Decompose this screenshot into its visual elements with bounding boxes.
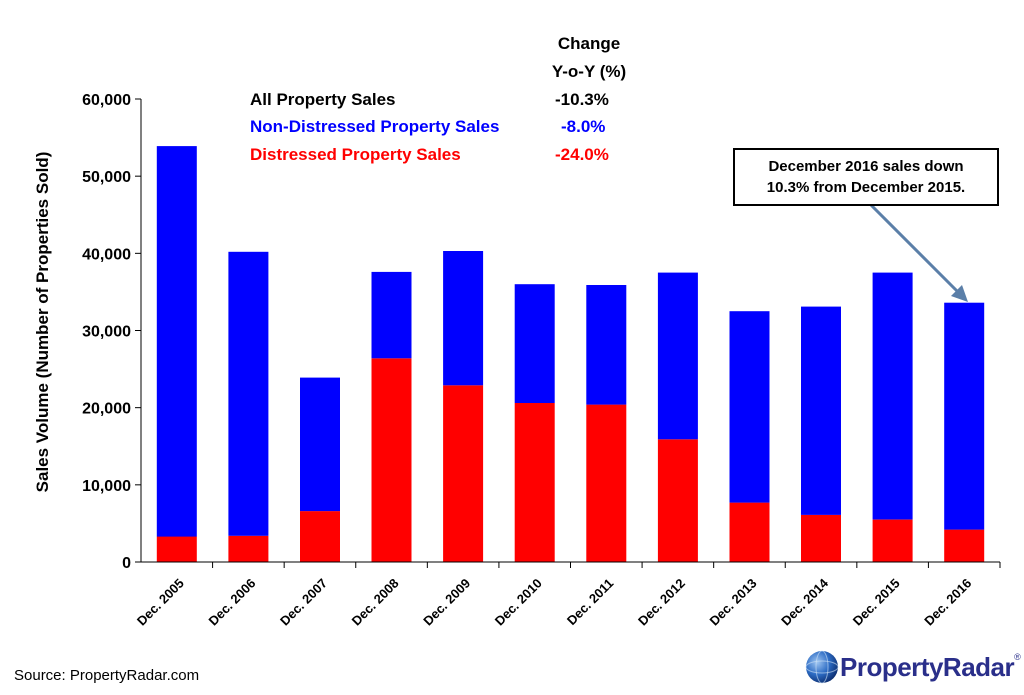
bar-distressed-5 bbox=[514, 403, 555, 562]
bar-non-distressed-6 bbox=[586, 285, 627, 405]
x-tick-label: Dec. 2005 bbox=[134, 576, 187, 629]
property-radar-logo: PropertyRadar® bbox=[804, 647, 1021, 687]
y-tick-label: 60,000 bbox=[82, 92, 131, 109]
y-tick-label: 40,000 bbox=[82, 246, 131, 263]
bar-distressed-6 bbox=[586, 404, 627, 562]
legend-label-non-distressed: Non-Distressed Property Sales bbox=[250, 117, 500, 136]
callout-box: December 2016 sales down 10.3% from Dece… bbox=[733, 148, 999, 206]
bar-distressed-0 bbox=[156, 536, 197, 562]
legend-change-all: -10.3% bbox=[555, 90, 609, 109]
callout-arrow-head bbox=[951, 285, 968, 302]
y-tick-label: 30,000 bbox=[82, 324, 131, 341]
y-tick-label: 10,000 bbox=[82, 478, 131, 495]
legend-label-all: All Property Sales bbox=[250, 90, 396, 109]
bar-distressed-10 bbox=[872, 519, 913, 562]
x-tick-label: Dec. 2008 bbox=[349, 576, 402, 629]
x-tick-label: Dec. 2010 bbox=[492, 576, 545, 629]
source-note: Source: PropertyRadar.com bbox=[14, 667, 200, 684]
x-tick-label: Dec. 2007 bbox=[277, 576, 330, 629]
change-header-1: Change bbox=[557, 34, 621, 53]
legend-change-distressed: -24.0% bbox=[555, 145, 609, 164]
bar-non-distressed-11 bbox=[944, 302, 985, 530]
x-tick-label: Dec. 2011 bbox=[564, 576, 617, 629]
legend-label-distressed: Distressed Property Sales bbox=[250, 145, 461, 164]
bar-distressed-11 bbox=[944, 529, 985, 562]
callout-line-1: December 2016 sales down bbox=[768, 158, 964, 175]
bar-non-distressed-7 bbox=[657, 272, 698, 440]
bar-non-distressed-2 bbox=[300, 377, 340, 512]
bar-non-distressed-1 bbox=[228, 251, 269, 536]
bar-distressed-3 bbox=[371, 358, 412, 562]
x-tick-label: Dec. 2013 bbox=[707, 576, 760, 629]
bar-non-distressed-5 bbox=[514, 284, 555, 403]
callout-arrow-line bbox=[864, 198, 965, 299]
y-axis-label: Sales Volume (Number of Properties Sold) bbox=[33, 152, 52, 493]
y-ticks: 0 10,000 20,000 30,000 40,000 50,000 60,000 bbox=[82, 92, 141, 572]
legend-change-non-distressed: -8.0% bbox=[561, 117, 606, 136]
change-header-2: Y-o-Y (%) bbox=[551, 62, 627, 81]
bar-non-distressed-9 bbox=[801, 306, 841, 515]
bar-non-distressed-3 bbox=[371, 271, 412, 359]
globe-icon bbox=[805, 650, 839, 684]
bar-non-distressed-0 bbox=[156, 146, 197, 537]
logo-text: PropertyRadar® bbox=[840, 651, 1021, 683]
bar-distressed-2 bbox=[300, 511, 340, 562]
bar-distressed-4 bbox=[443, 385, 484, 562]
logo-tm: ® bbox=[1014, 651, 1021, 662]
bar-distressed-1 bbox=[228, 535, 269, 562]
y-tick-label: 20,000 bbox=[82, 401, 131, 418]
y-tick-label: 50,000 bbox=[82, 169, 131, 186]
bar-distressed-7 bbox=[657, 439, 698, 562]
bar-non-distressed-4 bbox=[443, 251, 484, 386]
logo-name: PropertyRadar bbox=[840, 651, 1015, 682]
x-tick-label: Dec. 2016 bbox=[921, 576, 974, 629]
bar-distressed-8 bbox=[729, 502, 770, 562]
x-tick-label: Dec. 2015 bbox=[850, 576, 903, 629]
x-tick-label: Dec. 2009 bbox=[420, 576, 473, 629]
bar-non-distressed-10 bbox=[872, 272, 913, 520]
plot-area bbox=[156, 146, 985, 562]
x-tick-label: Dec. 2012 bbox=[635, 576, 688, 629]
x-tick-labels: Dec. 2005 Dec. 2006 Dec. 2007 Dec. 2008 Dec.… bbox=[134, 575, 974, 629]
callout-arrow bbox=[864, 198, 968, 302]
x-tick-label: Dec. 2006 bbox=[205, 576, 258, 629]
x-tick-label: Dec. 2014 bbox=[778, 575, 832, 629]
callout-line-2: 10.3% from December 2015. bbox=[766, 179, 966, 196]
bar-non-distressed-8 bbox=[729, 311, 770, 503]
bar-distressed-9 bbox=[801, 514, 841, 562]
y-tick-label: 0 bbox=[122, 555, 131, 572]
